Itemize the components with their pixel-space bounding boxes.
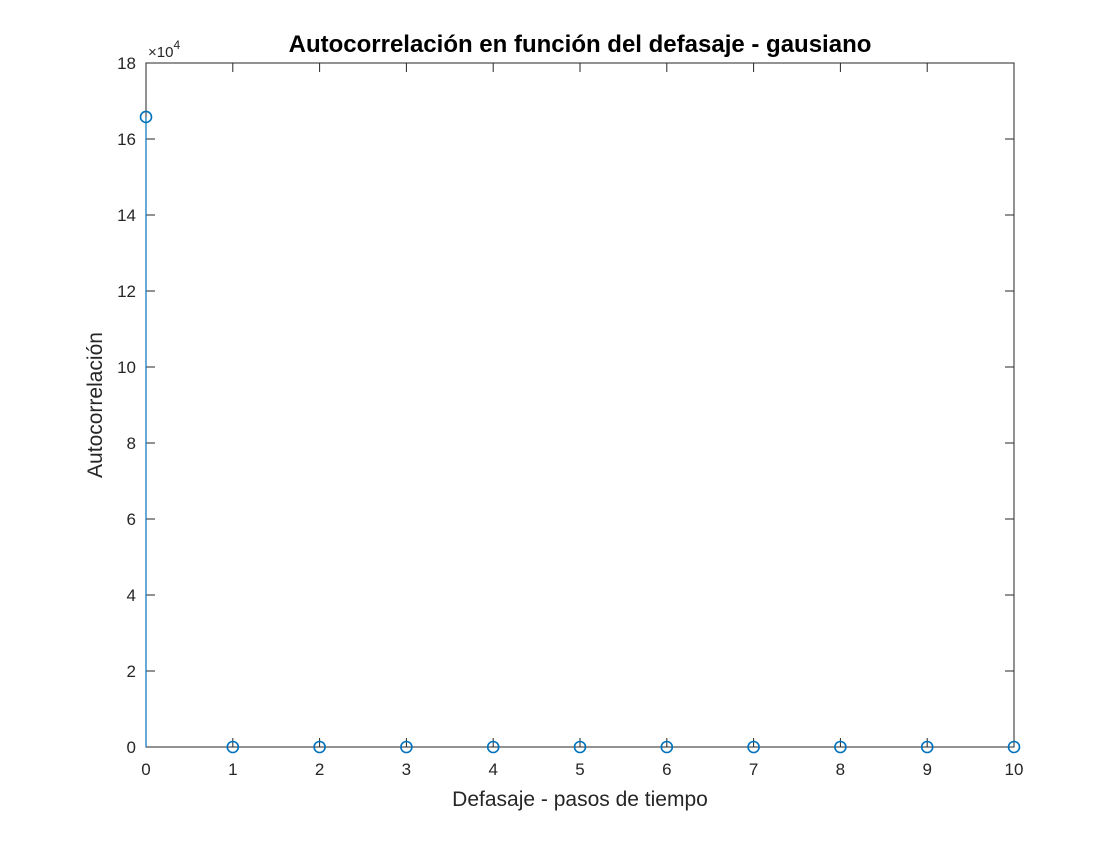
y-axis-label: Autocorrelación bbox=[84, 332, 107, 478]
x-tick-label: 3 bbox=[402, 760, 411, 779]
stem-marker bbox=[920, 740, 934, 754]
ticks-group bbox=[145, 62, 1015, 748]
x-tick-label: 10 bbox=[1005, 760, 1024, 779]
y-tick-label: 2 bbox=[127, 662, 136, 681]
y-exponent-base: ×10 bbox=[148, 44, 173, 61]
x-tick-label: 0 bbox=[141, 760, 150, 779]
x-tick-label: 5 bbox=[575, 760, 584, 779]
y-tick-label: 16 bbox=[117, 130, 136, 149]
x-tick-label: 4 bbox=[488, 760, 497, 779]
stem-marker bbox=[313, 740, 326, 754]
x-tick-label: 6 bbox=[662, 760, 671, 779]
x-axis-label: Defasaje - pasos de tiempo bbox=[452, 788, 708, 811]
stem-marker bbox=[834, 740, 847, 754]
y-exponent-label: ×104 bbox=[148, 38, 180, 61]
stem-marker bbox=[747, 740, 760, 754]
stem-marker bbox=[660, 740, 674, 754]
chart-title: Autocorrelación en función del defasaje … bbox=[289, 31, 872, 58]
y-tick-label: 14 bbox=[117, 206, 136, 225]
y-tick-label: 8 bbox=[127, 434, 136, 453]
y-tick-label: 6 bbox=[127, 510, 136, 529]
stem-marker bbox=[486, 740, 500, 754]
x-tick-label: 9 bbox=[922, 760, 931, 779]
x-tick-label: 1 bbox=[228, 760, 237, 779]
y-tick-label: 0 bbox=[127, 738, 136, 757]
stem-series bbox=[139, 110, 1021, 754]
y-exponent-power: 4 bbox=[173, 38, 180, 52]
x-tick-label: 7 bbox=[749, 760, 758, 779]
y-tick-label: 10 bbox=[117, 358, 136, 377]
stem-marker bbox=[1007, 740, 1021, 754]
stem-marker bbox=[573, 740, 587, 754]
x-tick-label: 8 bbox=[836, 760, 845, 779]
y-tick-labels: 0 2 4 6 8 10 12 14 16 18 bbox=[117, 54, 136, 757]
stem-marker bbox=[400, 740, 413, 754]
y-tick-label: 18 bbox=[117, 54, 136, 73]
y-tick-label: 12 bbox=[117, 282, 136, 301]
stem-marker bbox=[226, 740, 240, 754]
axes-box bbox=[145, 62, 1015, 748]
y-tick-label: 4 bbox=[127, 586, 136, 605]
x-tick-label: 2 bbox=[315, 760, 324, 779]
stem-marker bbox=[139, 110, 153, 124]
x-tick-labels: 0 1 2 3 4 5 6 7 8 9 10 bbox=[141, 760, 1023, 779]
